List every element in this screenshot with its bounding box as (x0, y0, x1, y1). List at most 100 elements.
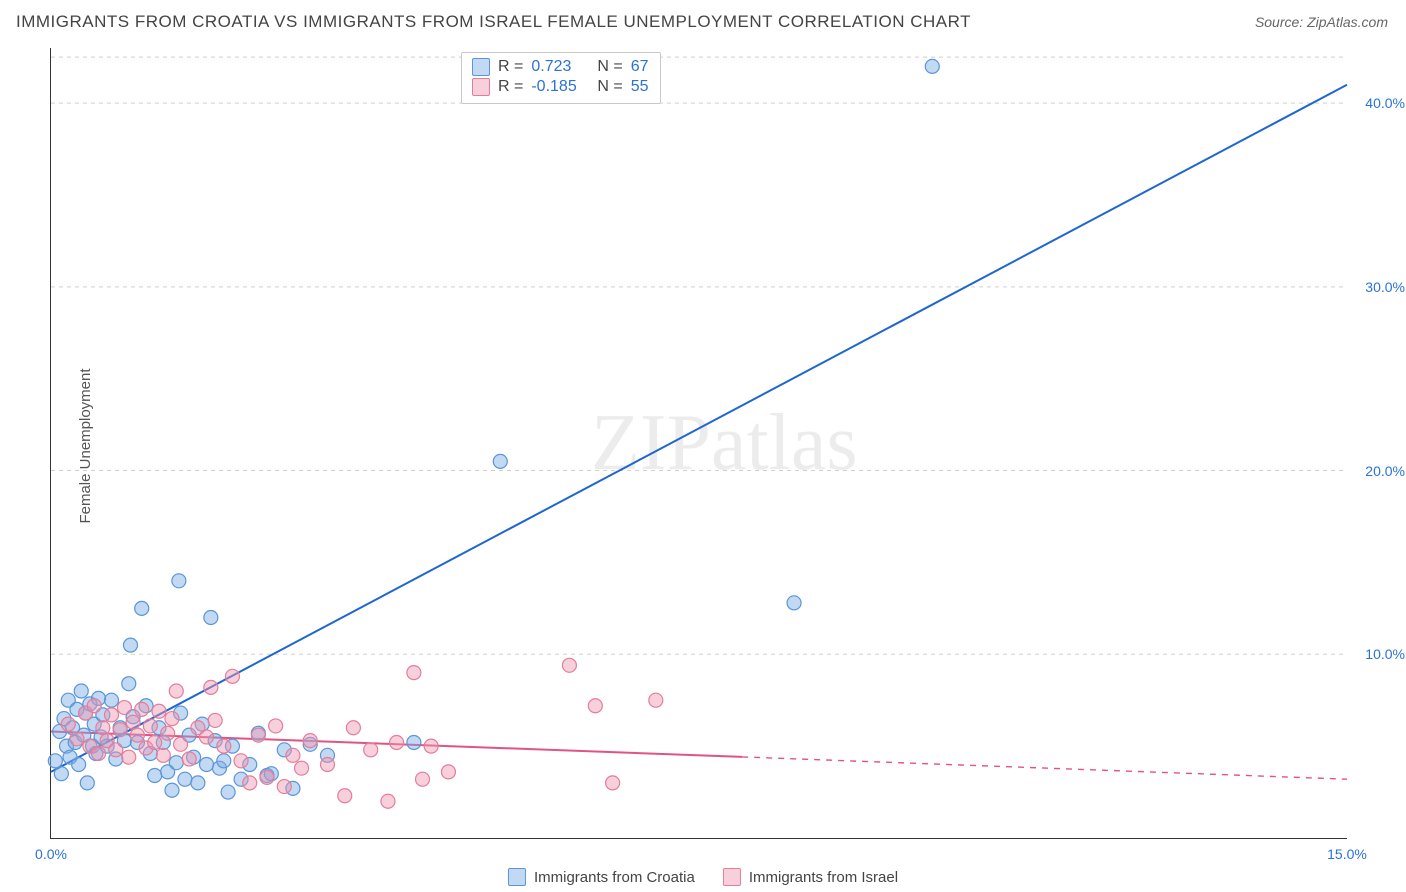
legend-swatch (472, 78, 490, 96)
data-point-croatia (135, 601, 149, 615)
series-legend: Immigrants from Croatia Immigrants from I… (508, 868, 898, 886)
data-point-croatia (104, 693, 118, 707)
data-point-israel (174, 737, 188, 751)
data-point-israel (70, 732, 84, 746)
x-tick-label: 15.0% (1327, 846, 1367, 862)
r-label: R = (498, 78, 523, 96)
data-point-israel (113, 723, 127, 737)
data-point-israel (269, 719, 283, 733)
data-point-israel (225, 669, 239, 683)
correlation-legend: R =0.723N =67R =-0.185N =55 (461, 52, 661, 104)
data-point-israel (122, 750, 136, 764)
data-point-israel (251, 728, 265, 742)
data-point-israel (182, 752, 196, 766)
data-point-croatia (200, 758, 214, 772)
data-point-croatia (148, 769, 162, 783)
data-point-israel (156, 748, 170, 762)
data-point-israel (169, 684, 183, 698)
legend-row: R = -0.185 N = 55 (472, 77, 648, 97)
data-point-croatia (178, 772, 192, 786)
data-point-croatia (169, 756, 183, 770)
legend-swatch (472, 58, 490, 76)
data-point-israel (243, 776, 257, 790)
r-label: R = (498, 58, 523, 76)
data-point-croatia (72, 758, 86, 772)
data-point-israel (96, 721, 110, 735)
n-label: N = (597, 58, 622, 76)
data-point-israel (320, 758, 334, 772)
data-point-croatia (122, 677, 136, 691)
data-point-israel (562, 658, 576, 672)
data-point-israel (143, 719, 157, 733)
legend-row: R =0.723N =67 (472, 57, 648, 77)
y-tick-label: 30.0% (1365, 279, 1405, 295)
legend-label: Immigrants from Croatia (534, 869, 695, 886)
data-point-croatia (407, 735, 421, 749)
data-point-israel (234, 754, 248, 768)
data-point-israel (416, 772, 430, 786)
data-point-croatia (48, 754, 62, 768)
data-point-israel (61, 717, 75, 731)
data-point-croatia (925, 59, 939, 73)
data-point-israel (204, 680, 218, 694)
data-point-israel (109, 743, 123, 757)
data-point-israel (441, 765, 455, 779)
data-point-israel (208, 713, 222, 727)
y-tick-label: 40.0% (1365, 95, 1405, 111)
legend-swatch (508, 868, 526, 886)
data-point-israel (161, 726, 175, 740)
y-tick-label: 10.0% (1365, 646, 1405, 662)
data-point-croatia (191, 776, 205, 790)
data-point-israel (200, 730, 214, 744)
data-point-israel (303, 734, 317, 748)
n-label: N = (597, 78, 622, 96)
data-point-croatia (493, 454, 507, 468)
data-point-israel (390, 735, 404, 749)
data-point-croatia (221, 785, 235, 799)
data-point-croatia (217, 754, 231, 768)
data-point-croatia (787, 596, 801, 610)
data-point-israel (152, 704, 166, 718)
plot-svg (51, 48, 1347, 838)
data-point-israel (364, 743, 378, 757)
r-value: -0.185 (531, 78, 589, 96)
data-point-israel (148, 735, 162, 749)
data-point-croatia (165, 783, 179, 797)
legend-item-croatia: Immigrants from Croatia (508, 868, 695, 886)
data-point-israel (295, 761, 309, 775)
data-point-israel (407, 666, 421, 680)
data-point-croatia (204, 611, 218, 625)
plot-area: ZIPatlas 10.0%20.0%30.0%40.0% 0.0%15.0% … (50, 48, 1347, 839)
data-point-israel (165, 712, 179, 726)
data-point-croatia (54, 767, 68, 781)
data-point-israel (424, 739, 438, 753)
data-point-israel (104, 708, 118, 722)
data-point-israel (346, 721, 360, 735)
regression-line-croatia (51, 85, 1347, 772)
data-point-israel (117, 701, 131, 715)
legend-item-israel: Immigrants from Israel (723, 868, 898, 886)
source-label: Source: ZipAtlas.com (1255, 14, 1388, 30)
data-point-israel (130, 728, 144, 742)
data-point-israel (87, 699, 101, 713)
data-point-israel (649, 693, 663, 707)
data-point-israel (126, 715, 140, 729)
n-value: 55 (631, 78, 649, 96)
data-point-israel (92, 746, 106, 760)
data-point-israel (260, 770, 274, 784)
data-point-israel (338, 789, 352, 803)
regression-line-dashed-israel (742, 757, 1347, 779)
n-value: 67 (631, 58, 649, 76)
data-point-israel (606, 776, 620, 790)
data-point-israel (381, 794, 395, 808)
correlation-chart: IMMIGRANTS FROM CROATIA VS IMMIGRANTS FR… (0, 0, 1406, 892)
legend-label: Immigrants from Israel (749, 869, 898, 886)
data-point-israel (286, 748, 300, 762)
data-point-israel (135, 702, 149, 716)
data-point-israel (277, 780, 291, 794)
data-point-croatia (80, 776, 94, 790)
x-tick-label: 0.0% (35, 846, 67, 862)
data-point-israel (588, 699, 602, 713)
legend-swatch (723, 868, 741, 886)
y-tick-label: 20.0% (1365, 463, 1405, 479)
